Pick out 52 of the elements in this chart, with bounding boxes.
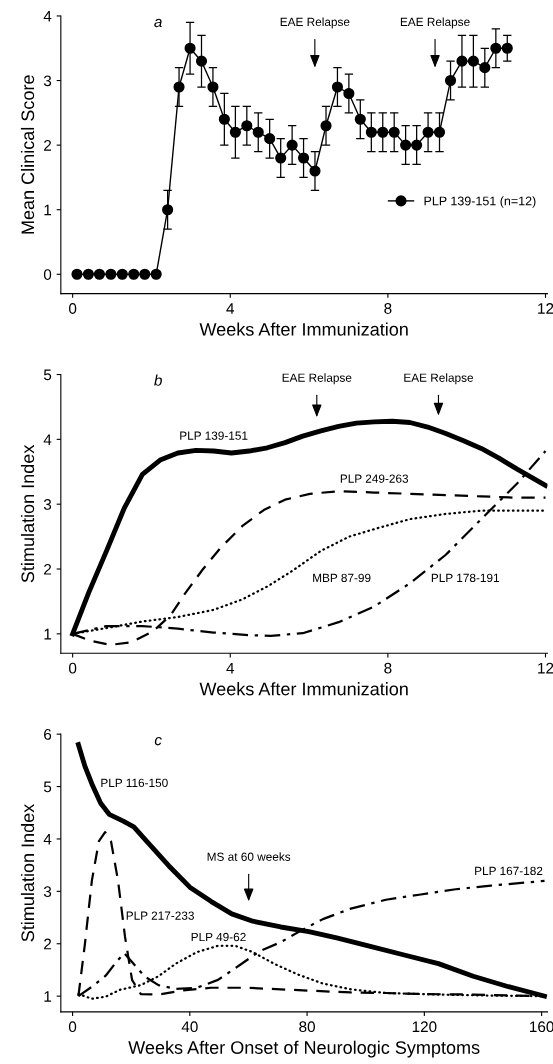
annotation: EAE Relapse xyxy=(282,373,352,385)
x-tick-label: 8 xyxy=(384,303,392,314)
x-tick-label: 40 xyxy=(181,1021,198,1033)
x-tick-label: 12 xyxy=(538,303,553,314)
series-label: PLP 249-263 xyxy=(340,474,409,483)
y-tick-label: 4 xyxy=(43,10,52,22)
y-axis-title: Mean Clinical Score xyxy=(20,75,35,234)
y-tick-label: 2 xyxy=(44,938,52,950)
x-tick-label: 80 xyxy=(299,1021,315,1033)
series-label: PLP 139-151 xyxy=(180,431,248,440)
y-tick-label: 2 xyxy=(44,139,52,151)
y-tick-label: 1 xyxy=(44,991,52,1002)
series-label: PLP 167-182 xyxy=(475,866,543,876)
legend-label: PLP 139-151 (n=12) xyxy=(424,196,536,208)
x-axis-title: Weeks After Onset of Neurologic Symptoms xyxy=(128,1040,480,1058)
series-label: PLP 217-233 xyxy=(126,911,194,920)
x-axis-title: Weeks After Immunization xyxy=(199,682,408,696)
y-tick-label: 1 xyxy=(44,628,52,640)
x-tick-label: 160 xyxy=(530,1021,553,1033)
series-label: PLP 178-191 xyxy=(431,573,500,583)
annotation: c xyxy=(154,737,162,746)
series-label: PLP 116-150 xyxy=(101,778,168,788)
series-label: MBP 87-99 xyxy=(313,573,371,583)
x-tick-label: 12 xyxy=(538,662,553,674)
y-tick-label: 0 xyxy=(43,269,52,280)
x-tick-label: 0 xyxy=(68,1021,77,1033)
x-tick-label: 0 xyxy=(69,303,77,314)
x-tick-label: 4 xyxy=(226,303,235,314)
annotation: EAE Relapse xyxy=(404,373,474,385)
y-tick-label: 1 xyxy=(44,204,52,216)
annotation: b xyxy=(154,374,162,386)
annotation: MS at 60 weeks xyxy=(207,852,291,861)
x-tick-label: 8 xyxy=(384,662,392,674)
y-tick-label: 5 xyxy=(43,369,52,381)
annotation: a xyxy=(154,18,162,28)
series-label: PLP 49-62 xyxy=(191,932,246,942)
y-tick-label: 3 xyxy=(43,499,52,510)
y-tick-label: 3 xyxy=(43,75,52,87)
y-axis-title: Stimulation Index xyxy=(20,803,35,942)
annotation: EAE Relapse xyxy=(280,17,350,29)
x-tick-label: 0 xyxy=(69,662,77,674)
y-axis-title: Stimulation Index xyxy=(20,444,35,583)
x-tick-label: 120 xyxy=(412,1021,437,1033)
y-tick-label: 5 xyxy=(43,781,52,793)
y-tick-label: 2 xyxy=(44,563,52,575)
x-tick-label: 4 xyxy=(226,662,235,674)
y-tick-label: 6 xyxy=(44,729,52,740)
y-tick-label: 4 xyxy=(43,434,52,445)
annotation: EAE Relapse xyxy=(400,17,470,29)
x-axis-title: Weeks After Immunization xyxy=(199,322,408,336)
y-tick-label: 3 xyxy=(43,886,52,898)
y-tick-label: 4 xyxy=(43,833,52,845)
